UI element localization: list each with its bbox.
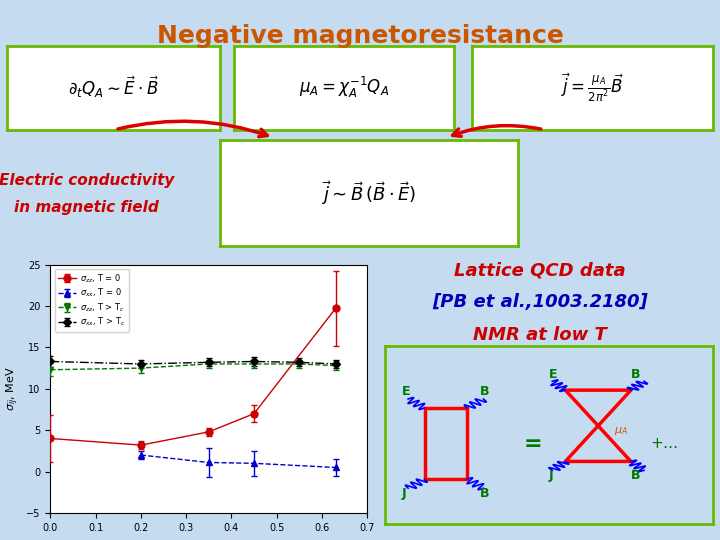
Text: E: E xyxy=(402,386,410,399)
Text: =: = xyxy=(523,434,542,454)
Text: J: J xyxy=(549,469,554,482)
Text: Lattice QCD data: Lattice QCD data xyxy=(454,261,626,279)
Text: Negative magnetoresistance: Negative magnetoresistance xyxy=(156,24,564,48)
Text: $\partial_t Q_A \sim \vec{E}\cdot\vec{B}$: $\partial_t Q_A \sim \vec{E}\cdot\vec{B}… xyxy=(68,75,159,100)
Text: $+\ldots$: $+\ldots$ xyxy=(649,436,678,451)
Text: $\vec{j} \sim \vec{B}\,(\vec{B}\cdot\vec{E})$: $\vec{j} \sim \vec{B}\,(\vec{B}\cdot\vec… xyxy=(321,179,417,207)
Text: $\mu_A = \chi_A^{-1} Q_A$: $\mu_A = \chi_A^{-1} Q_A$ xyxy=(299,75,389,100)
Text: NMR at low T: NMR at low T xyxy=(473,326,607,344)
X-axis label: (q B)$^{1/2}$, GeV: (q B)$^{1/2}$, GeV xyxy=(173,538,245,540)
Text: J: J xyxy=(402,487,406,500)
Text: E: E xyxy=(549,368,557,381)
Legend: $\sigma_{zz}$, T = 0, $\sigma_{xx}$, T = 0, $\sigma_{zz}$, T > T$_c$, $\sigma_{x: $\sigma_{zz}$, T = 0, $\sigma_{xx}$, T =… xyxy=(55,269,129,332)
Text: $\mu_A$: $\mu_A$ xyxy=(614,425,628,437)
Text: $\vec{j} = \frac{\mu_A}{2\pi^2}\vec{B}$: $\vec{j} = \frac{\mu_A}{2\pi^2}\vec{B}$ xyxy=(561,71,624,104)
Text: B: B xyxy=(631,469,640,482)
Text: B: B xyxy=(480,386,490,399)
Text: B: B xyxy=(631,368,640,381)
Y-axis label: $\sigma_{ij}$, MeV: $\sigma_{ij}$, MeV xyxy=(4,367,21,411)
Text: [PB et al.,1003.2180]: [PB et al.,1003.2180] xyxy=(432,293,648,312)
Text: in magnetic field: in magnetic field xyxy=(14,200,159,215)
Text: Electric conductivity: Electric conductivity xyxy=(0,173,174,188)
Text: B: B xyxy=(480,487,490,500)
